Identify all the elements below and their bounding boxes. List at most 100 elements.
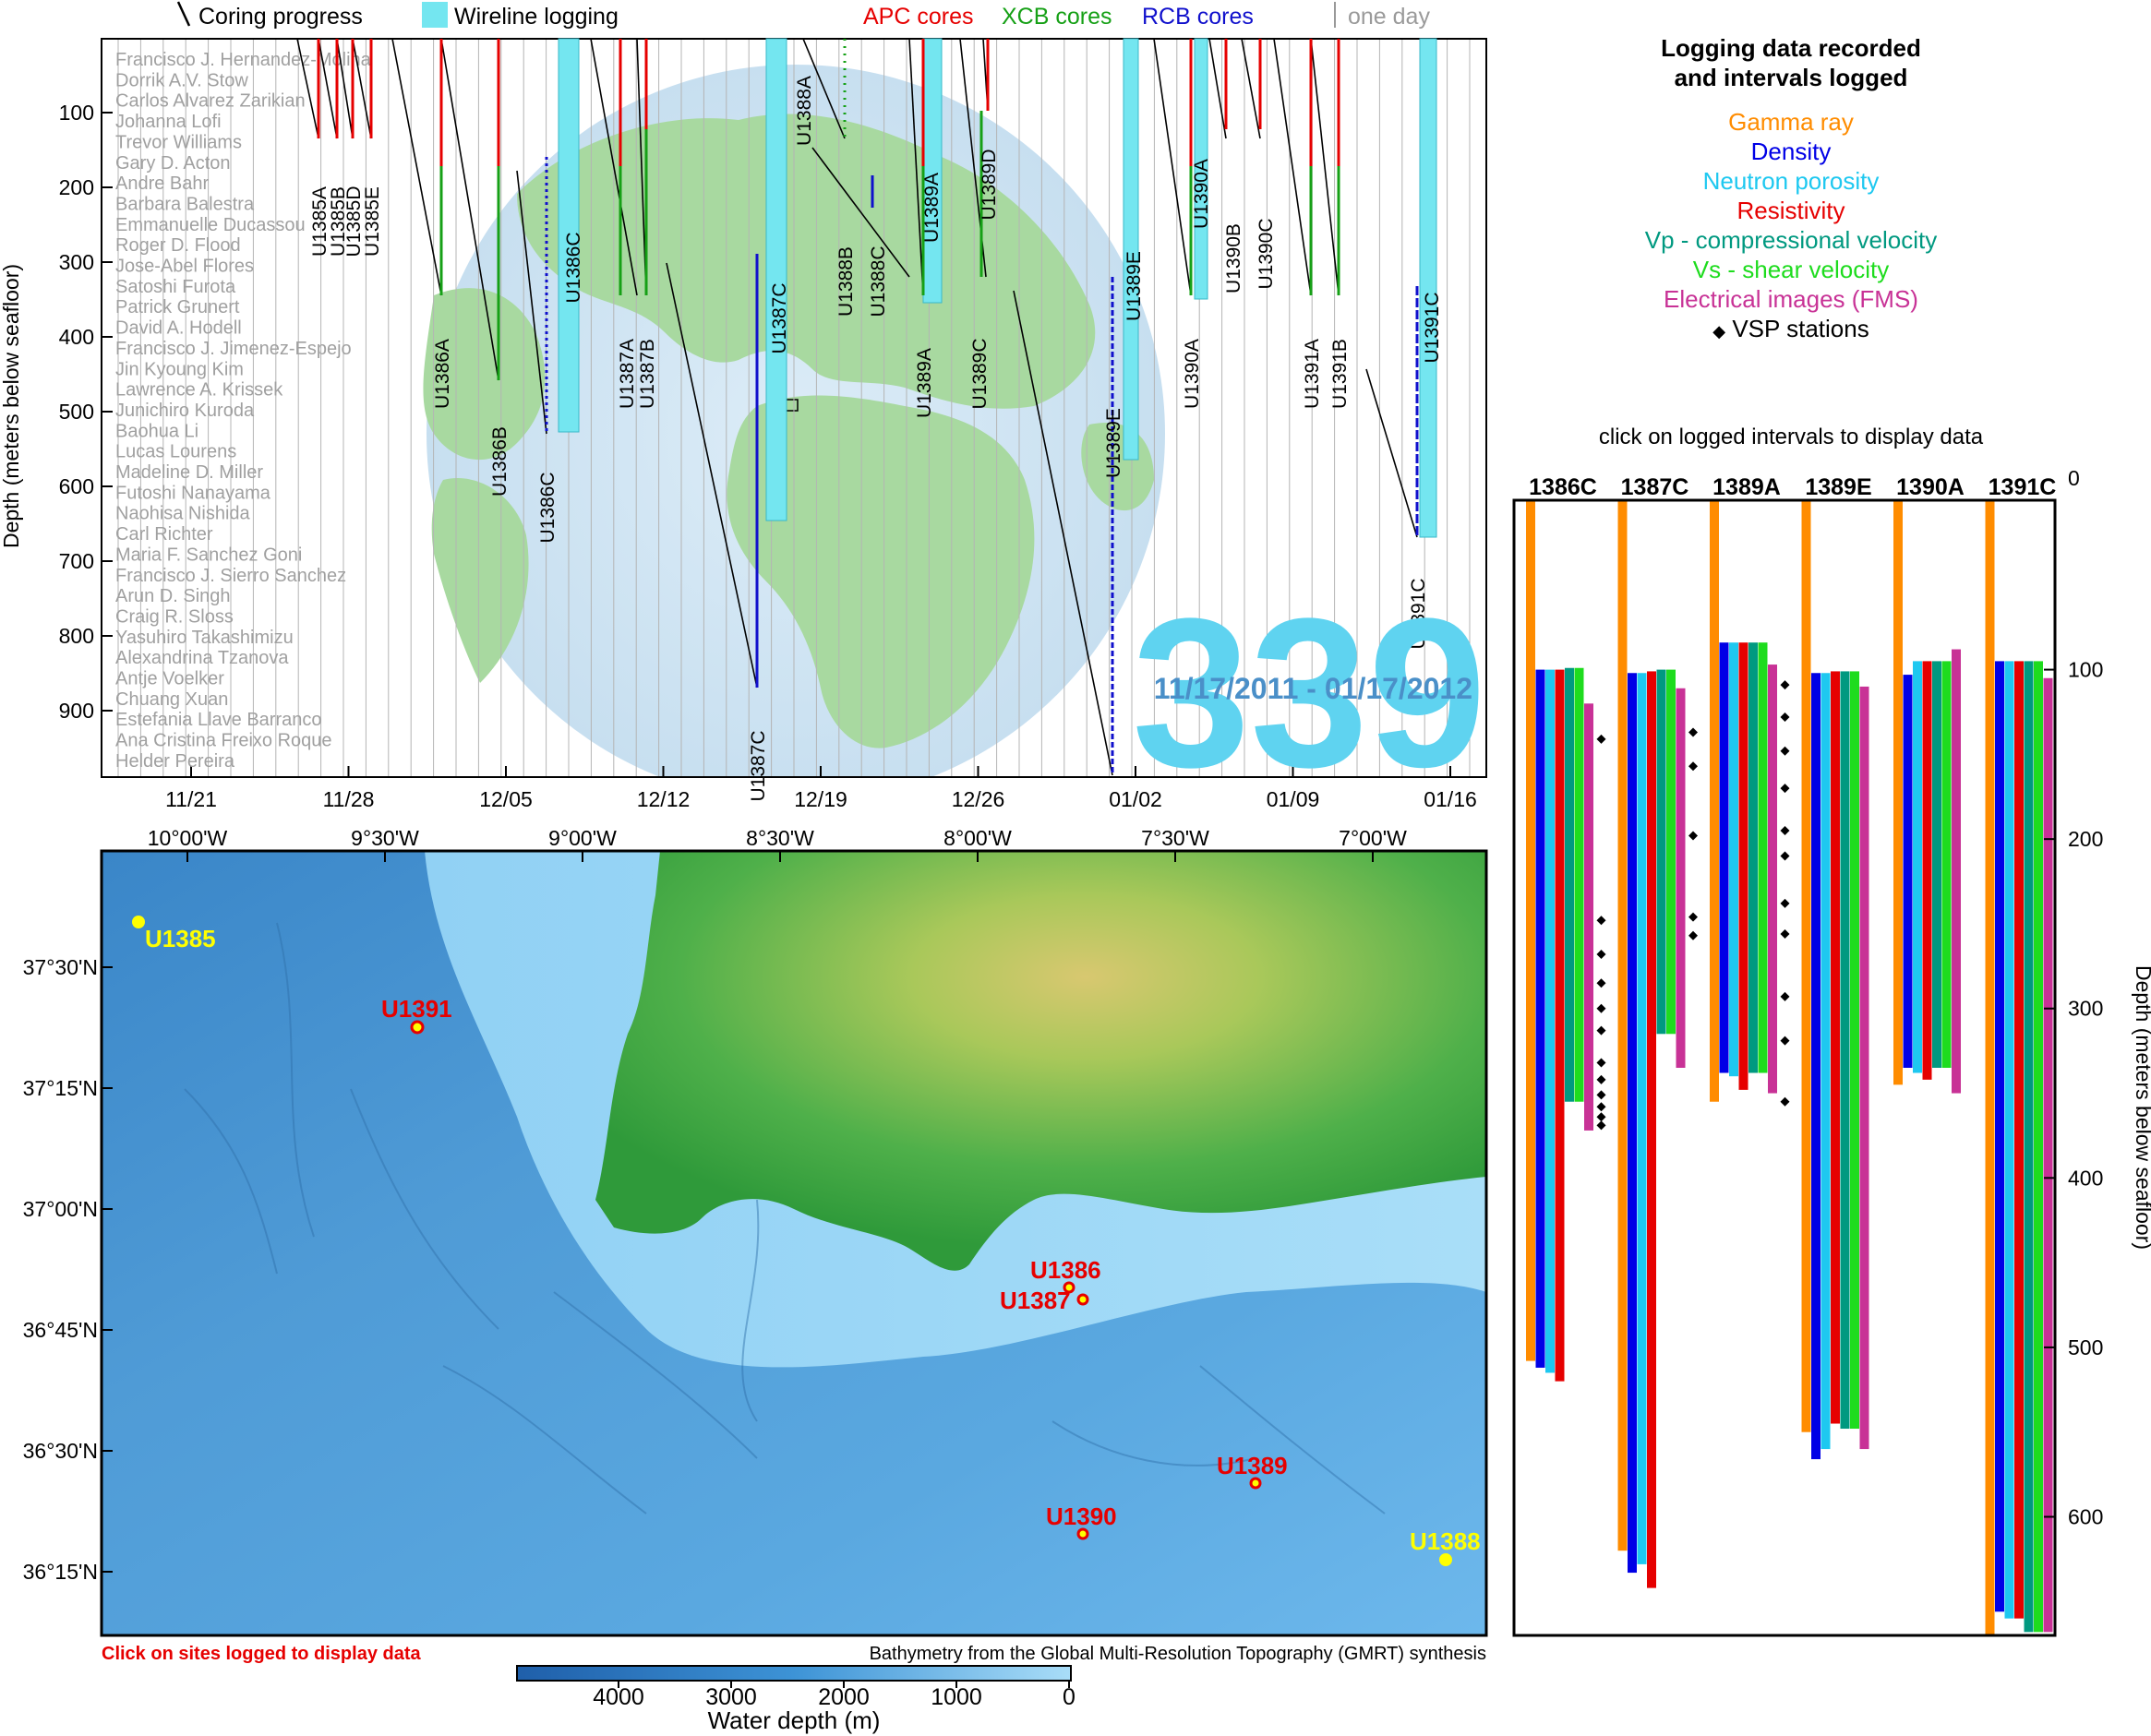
logged-interval-1389e-gamma-ray[interactable]	[1801, 500, 1811, 1432]
site-label-u1385[interactable]: U1385	[145, 925, 216, 952]
logged-interval-1389e-neutron-porosity[interactable]	[1821, 673, 1831, 1450]
vsp-station-marker	[1596, 916, 1606, 926]
logged-interval-1390a-vs-shear-velocity[interactable]	[1941, 661, 1952, 1068]
wireline-bar-1386c[interactable]	[558, 38, 580, 433]
logged-interval-1386c-density[interactable]	[1535, 669, 1545, 1368]
logged-interval-1391c-density[interactable]	[1995, 661, 2004, 1612]
scientist-name: Lucas Lourens	[115, 442, 236, 462]
scientist-name: Jin Kyoung Kim	[115, 359, 244, 379]
logged-interval-1386c-vs-shear-velocity[interactable]	[1574, 667, 1584, 1102]
scientist-name: Satoshi Furota	[115, 277, 236, 297]
timeline-x-axis: 11/21 11/28 12/05 12/12 12/19 12/26 01/02 01/09…	[165, 766, 1477, 811]
logged-interval-bars[interactable]	[1526, 500, 2053, 1635]
logged-interval-1389a-vp-compressional-velocity[interactable]	[1748, 642, 1758, 1073]
logged-hole-header: 1387C	[1621, 474, 1689, 500]
logged-interval-1391c-vp-compressional-velocity[interactable]	[2024, 661, 2034, 1633]
wireline-bar-1389a[interactable]	[922, 38, 943, 304]
logged-interval-1387c-gamma-ray[interactable]	[1617, 500, 1628, 1551]
logged-interval-1390a-electrical-images-fms-[interactable]	[1952, 649, 1961, 1094]
logged-interval-1386c-gamma-ray[interactable]	[1526, 500, 1535, 1361]
day-gridlines	[117, 39, 1471, 777]
logged-interval-1386c-electrical-images-fms-[interactable]	[1584, 703, 1593, 1131]
seafloor-relief	[184, 922, 1386, 1515]
site-label-u1390[interactable]: U1390	[1046, 1503, 1117, 1530]
wireline-bar-1390a[interactable]	[1194, 38, 1208, 300]
tool-density: Density	[1750, 138, 1832, 165]
site-label-u1388[interactable]: U1388	[1410, 1527, 1481, 1555]
logged-interval-1391c-gamma-ray[interactable]	[1985, 500, 1995, 1635]
site-label-u1386[interactable]: U1386	[1030, 1256, 1101, 1284]
vsp-station-marker	[1780, 898, 1790, 908]
site-marker-u1387[interactable]	[1076, 1293, 1089, 1306]
scientist-name: Maria F. Sanchez Goni	[115, 545, 302, 565]
logged-interval-1391c-electrical-images-fms-[interactable]	[2043, 677, 2053, 1633]
bathymetry-map[interactable]: 10°00'W 9°30'W 9°00'W 8°30'W 8°00'W 7°30'W 7°0…	[0, 812, 1496, 1735]
vsp-station-marker	[1780, 1036, 1790, 1046]
logged-interval-1386c-neutron-porosity[interactable]	[1545, 669, 1555, 1373]
logged-interval-1389e-vp-compressional-velocity[interactable]	[1840, 671, 1850, 1430]
site-marker-u1388[interactable]	[1439, 1553, 1452, 1566]
logged-interval-1391c-vs-shear-velocity[interactable]	[2034, 661, 2043, 1633]
scientist-name: Johanna Lofi	[115, 112, 222, 132]
logged-interval-1390a-density[interactable]	[1903, 675, 1913, 1068]
scientist-name: Ana Cristina Freixo Roque	[115, 731, 332, 751]
colorbar-tick-label: 3000	[705, 1684, 757, 1710]
logged-interval-1387c-vp-compressional-velocity[interactable]	[1656, 669, 1666, 1035]
logged-interval-1390a-gamma-ray[interactable]	[1893, 500, 1903, 1085]
logged-interval-1391c-resistivity[interactable]	[2014, 661, 2024, 1619]
logged-interval-1389e-resistivity[interactable]	[1831, 671, 1840, 1424]
logged-interval-1389a-electrical-images-fms-[interactable]	[1768, 664, 1777, 1094]
logged-interval-1389a-resistivity[interactable]	[1738, 642, 1748, 1090]
logged-interval-1389a-neutron-porosity[interactable]	[1729, 642, 1738, 1077]
logged-intervals-chart[interactable]: 1386C 1387C 1389A 1389E 1390A 1391C 0 100 200 30…	[1477, 461, 2151, 1661]
logged-interval-1389e-density[interactable]	[1811, 673, 1821, 1460]
site-label-u1389[interactable]: U1389	[1217, 1452, 1288, 1479]
logged-interval-1390a-neutron-porosity[interactable]	[1913, 661, 1922, 1073]
x-tick-label: 01/09	[1267, 787, 1320, 811]
site-marker-u1389[interactable]	[1249, 1477, 1262, 1490]
vsp-station-marker	[1596, 1090, 1606, 1100]
wireline-bar-1387c[interactable]	[765, 38, 787, 521]
logged-interval-1389e-vs-shear-velocity[interactable]	[1850, 671, 1859, 1430]
site-marker-u1385[interactable]	[132, 916, 145, 928]
logged-interval-1386c-vp-compressional-velocity[interactable]	[1565, 667, 1574, 1102]
wireline-bar-1389e[interactable]	[1123, 38, 1139, 461]
hole-label-u1389c: U1389C	[969, 338, 991, 409]
logged-interval-1387c-density[interactable]	[1628, 673, 1637, 1574]
logged-interval-1390a-resistivity[interactable]	[1922, 661, 1932, 1080]
site-marker-u1390[interactable]	[1076, 1527, 1089, 1540]
logged-interval-1387c-electrical-images-fms-[interactable]	[1676, 688, 1686, 1068]
logged-interval-1389e-electrical-images-fms-[interactable]	[1859, 686, 1869, 1450]
logged-interval-1387c-resistivity[interactable]	[1647, 671, 1656, 1588]
coring-progress-lines	[296, 39, 1418, 776]
latitude-axis: 37°30'N 37°15'N 37°00'N 36°45'N 36°30'N 36°15…	[23, 955, 113, 1584]
longitude-label: 7°00'W	[1339, 826, 1407, 850]
site-marker-u1386[interactable]	[1063, 1281, 1076, 1294]
logged-interval-1389a-density[interactable]	[1719, 642, 1729, 1073]
y-tick-label: 600	[59, 474, 94, 498]
logged-interval-1386c-resistivity[interactable]	[1555, 669, 1565, 1382]
logged-interval-1389a-gamma-ray[interactable]	[1710, 500, 1719, 1102]
logged-interval-1391c-neutron-porosity[interactable]	[2004, 661, 2014, 1619]
logged-interval-1389a-vs-shear-velocity[interactable]	[1758, 642, 1768, 1073]
site-label-u1391[interactable]: U1391	[381, 995, 452, 1023]
vsp-station-marker	[1780, 784, 1790, 794]
logged-interval-1390a-vp-compressional-velocity[interactable]	[1932, 661, 1941, 1068]
hole-label-u1386b: U1386B	[489, 426, 511, 497]
wireline-bar-1391c[interactable]	[1419, 38, 1437, 538]
site-label-u1387[interactable]: U1387	[1000, 1287, 1071, 1314]
logged-interval-1387c-neutron-porosity[interactable]	[1637, 673, 1647, 1564]
scientist-name: Helder Pereira	[115, 751, 235, 772]
wireline-bars[interactable]	[558, 38, 1437, 538]
site-marker-u1391[interactable]	[410, 1020, 425, 1035]
y-tick-label: 700	[59, 549, 94, 573]
drill-sites[interactable]: U1385 U1391 U1386 U1387 U1389 U1390 U138…	[132, 916, 1481, 1566]
logged-y-label: Depth (meters below seafloor)	[2132, 965, 2151, 1250]
logged-interval-1387c-vs-shear-velocity[interactable]	[1666, 669, 1676, 1035]
core-strips	[317, 39, 1419, 775]
vsp-station-marker	[1596, 1112, 1606, 1122]
vsp-station-marker	[1780, 825, 1790, 835]
scientist-name: Naohisa Nishida	[115, 504, 251, 524]
timeline-y-axis: 100 200 300 400 500 600 700 800 900	[59, 101, 113, 723]
logged-chart-frame	[1512, 498, 2057, 1637]
